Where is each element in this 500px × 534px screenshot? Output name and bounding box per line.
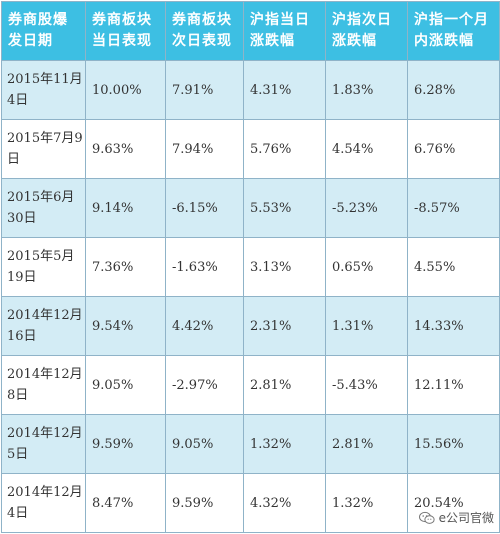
table-cell: 10.00% [85,60,166,120]
table-cell: 9.05% [85,355,166,415]
table-cell: 5.76% [243,119,326,179]
table-cell: 4.32% [243,473,326,533]
table-cell: 2014年12月8日 [1,355,86,415]
table-cell: 1.83% [325,60,408,120]
table-cell: -1.63% [165,237,244,297]
table-cell: 4.31% [243,60,326,120]
table-cell: -8.57% [407,178,500,238]
table-row: 2014年12月8日 9.05% -2.97% 2.81% -5.43% 12.… [1,355,500,415]
header-index-next: 沪指次日涨跌幅 [325,1,408,61]
table-cell: 2.31% [243,296,326,356]
header-index-day: 沪指当日涨跌幅 [243,1,326,61]
table-cell: 6.76% [407,119,500,179]
table-cell: 12.11% [407,355,500,415]
table-cell: 9.59% [165,473,244,533]
table-cell: 9.14% [85,178,166,238]
watermark: e公司官微 [418,509,494,526]
table-cell: 7.91% [165,60,244,120]
table-cell: 15.56% [407,414,500,474]
table-cell: 2015年11月4日 [1,60,86,120]
table-cell: -2.97% [165,355,244,415]
table-cell: 4.55% [407,237,500,297]
table-cell: 8.47% [85,473,166,533]
table-row: 2014年12月4日 8.47% 9.59% 4.32% 1.32% 20.54… [1,473,500,533]
table-cell: 1.32% [325,473,408,533]
table-cell: 2.81% [243,355,326,415]
table-cell: 4.54% [325,119,408,179]
table-row: 2015年5月19日 7.36% -1.63% 3.13% 0.65% 4.55… [1,237,500,297]
watermark-text: e公司官微 [438,511,494,525]
table-cell: -6.15% [165,178,244,238]
header-date: 券商股爆发日期 [1,1,86,61]
table-cell: -5.43% [325,355,408,415]
wechat-icon [418,511,435,524]
table-header-row: 券商股爆发日期 券商板块当日表现 券商板块次日表现 沪指当日涨跌幅 沪指次日涨跌… [1,1,500,61]
table-cell: 14.33% [407,296,500,356]
table-cell: 2.81% [325,414,408,474]
table-cell: 9.63% [85,119,166,179]
table-cell: -5.23% [325,178,408,238]
table-cell: 4.42% [165,296,244,356]
table-cell: 0.65% [325,237,408,297]
table-cell: 1.32% [243,414,326,474]
table-row: 2015年6月30日 9.14% -6.15% 5.53% -5.23% -8.… [1,178,500,238]
table-row: 2014年12月16日 9.54% 4.42% 2.31% 1.31% 14.3… [1,296,500,356]
table-cell: 2014年12月5日 [1,414,86,474]
table-cell: 2015年6月30日 [1,178,86,238]
header-sector-day: 券商板块当日表现 [85,1,166,61]
header-index-month: 沪指一个月内涨跌幅 [407,1,500,61]
table-cell: 2014年12月4日 [1,473,86,533]
table-row: 2015年7月9日 9.63% 7.94% 5.76% 4.54% 6.76% [1,119,500,179]
table-cell: 7.36% [85,237,166,297]
table-cell: 20.54% [407,473,500,533]
table-row: 2015年11月4日 10.00% 7.91% 4.31% 1.83% 6.28… [1,60,500,120]
table-cell: 7.94% [165,119,244,179]
header-sector-next: 券商板块次日表现 [165,1,244,61]
table-cell: 2015年5月19日 [1,237,86,297]
table-cell: 2014年12月16日 [1,296,86,356]
table-cell: 5.53% [243,178,326,238]
table-cell: 3.13% [243,237,326,297]
table-cell: 9.59% [85,414,166,474]
table-cell: 6.28% [407,60,500,120]
table-row: 2014年12月5日 9.59% 9.05% 1.32% 2.81% 15.56… [1,414,500,474]
table-cell: 9.05% [165,414,244,474]
table-cell: 9.54% [85,296,166,356]
table-cell: 2015年7月9日 [1,119,86,179]
table-cell: 1.31% [325,296,408,356]
